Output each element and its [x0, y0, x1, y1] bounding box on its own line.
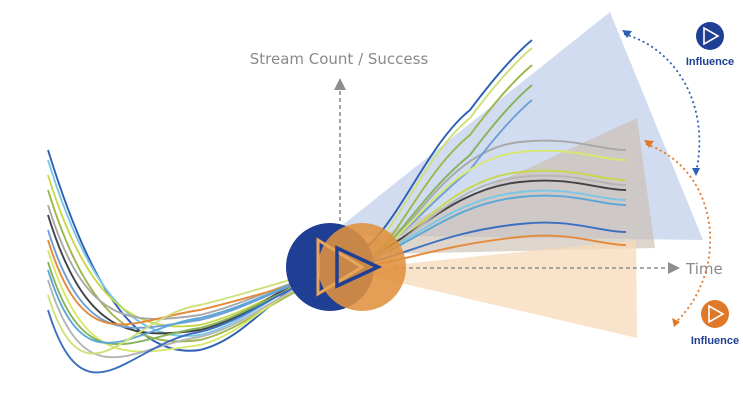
- stream-line-left: [47, 149, 341, 352]
- influence-top: Influence: [686, 22, 734, 68]
- influence-bottom: Influence: [691, 300, 739, 347]
- horizontal-axis-arrowhead: [668, 262, 680, 274]
- influence-arc-orange: [645, 143, 712, 323]
- center-play-icon: [286, 223, 406, 311]
- stream-line-left: [47, 263, 359, 374]
- arrowhead-blue-start: [622, 30, 632, 38]
- play-icon: [701, 300, 729, 328]
- stream-line-left: [47, 265, 341, 344]
- peach-cone: [345, 240, 637, 338]
- arrowhead-orange-end: [672, 318, 680, 327]
- influence-top-label: Influence: [686, 56, 734, 68]
- play-icon: [696, 22, 724, 50]
- influence-arc-blue: [623, 33, 701, 173]
- vertical-axis-label: Stream Count / Success: [250, 50, 429, 68]
- stream-line-left: [47, 189, 359, 343]
- arrowhead-orange-start: [644, 140, 654, 148]
- vertical-axis-arrowhead: [334, 78, 346, 90]
- stream-line-left: [47, 267, 347, 359]
- influence-bottom-label: Influence: [691, 335, 739, 347]
- stream-line-left: [47, 261, 353, 355]
- arrowhead-blue-end: [692, 168, 700, 176]
- horizontal-axis-label: Time: [685, 260, 723, 278]
